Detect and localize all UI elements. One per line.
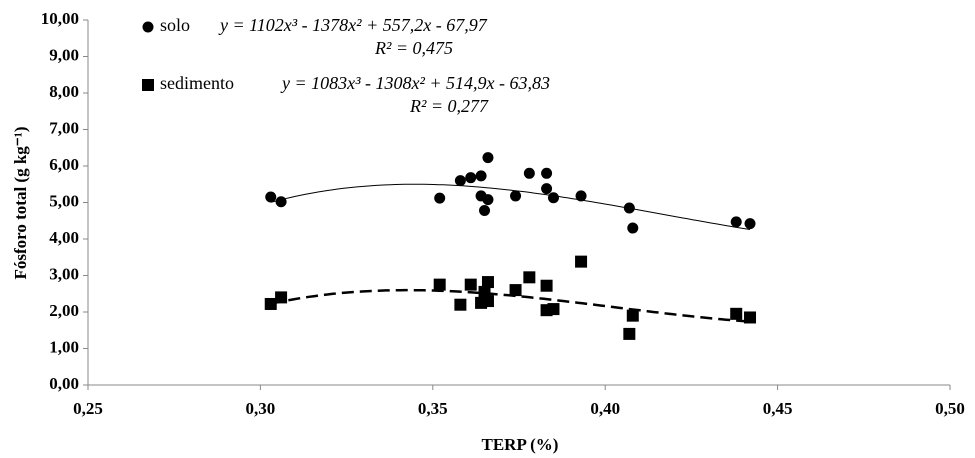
marker (744, 311, 757, 324)
marker (478, 285, 491, 298)
marker (275, 196, 287, 208)
marker (434, 192, 446, 204)
x-tick-label: 0,25 (73, 399, 103, 418)
y-axis-label: Fósforo total (g kg⁻¹) (11, 126, 30, 279)
y-tick-label: 7,00 (49, 118, 79, 137)
legend-marker (142, 21, 154, 33)
x-tick-label: 0,30 (246, 399, 276, 418)
marker (479, 205, 491, 217)
marker (623, 327, 636, 340)
legend-marker (142, 79, 154, 91)
marker (523, 167, 535, 179)
marker (540, 279, 553, 292)
marker (510, 190, 522, 202)
x-tick-label: 0,45 (763, 399, 793, 418)
y-tick-label: 10,00 (41, 9, 79, 28)
y-tick-label: 9,00 (49, 45, 79, 64)
marker (465, 172, 477, 184)
marker (481, 276, 494, 289)
marker (541, 167, 553, 179)
marker (275, 291, 288, 304)
marker (482, 152, 494, 164)
marker (464, 278, 477, 291)
y-tick-label: 3,00 (49, 264, 79, 283)
marker (523, 271, 536, 284)
equation: y = 1102x³ - 1378x² + 557,2x - 67,97 (218, 15, 488, 35)
marker (482, 194, 494, 206)
marker (509, 284, 522, 297)
marker (575, 190, 587, 202)
marker (475, 170, 487, 182)
y-tick-label: 8,00 (49, 82, 79, 101)
y-tick-label: 2,00 (49, 301, 79, 320)
x-tick-label: 0,40 (590, 399, 620, 418)
marker (547, 192, 559, 204)
y-tick-label: 1,00 (49, 337, 79, 356)
marker (433, 278, 446, 291)
marker (623, 202, 635, 214)
equation: y = 1083x³ - 1308x² + 514,9x - 63,83 (280, 73, 550, 93)
legend-label: solo (160, 15, 190, 35)
trendline (270, 183, 751, 230)
x-tick-label: 0,50 (935, 399, 965, 418)
marker (264, 297, 277, 310)
y-tick-label: 5,00 (49, 191, 79, 210)
y-tick-label: 6,00 (49, 155, 79, 174)
y-tick-label: 0,00 (49, 374, 79, 393)
legend-label: sedimento (160, 73, 234, 93)
marker (730, 216, 742, 228)
r-squared: R² = 0,277 (409, 96, 489, 116)
marker (627, 222, 639, 234)
y-tick-label: 4,00 (49, 228, 79, 247)
marker (454, 175, 466, 187)
marker (575, 255, 588, 268)
marker (744, 218, 756, 230)
marker (481, 295, 494, 308)
r-squared: R² = 0,475 (374, 38, 453, 58)
marker (547, 303, 560, 316)
marker (265, 191, 277, 203)
marker (626, 309, 639, 322)
marker (541, 183, 553, 195)
marker (730, 307, 743, 320)
x-axis-label: TERP (%) (482, 435, 559, 454)
marker (454, 298, 467, 311)
x-tick-label: 0,35 (418, 399, 448, 418)
